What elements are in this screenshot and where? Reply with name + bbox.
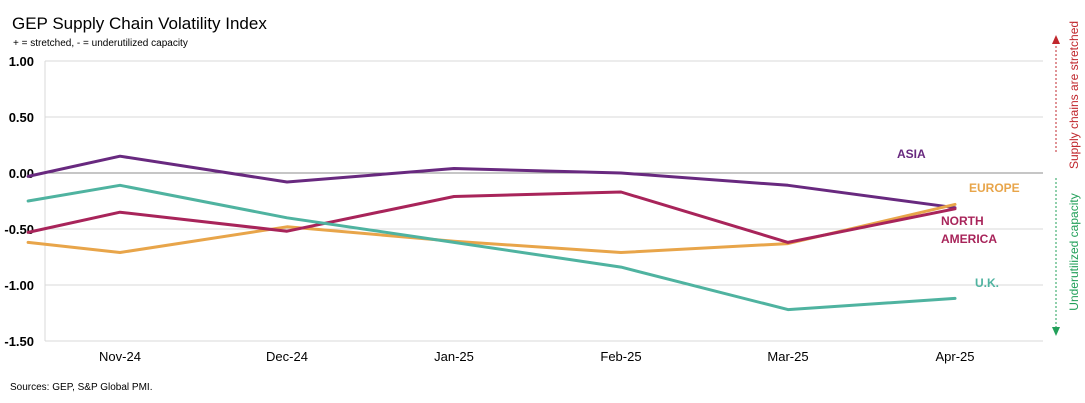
up-arrow-icon xyxy=(1052,35,1060,44)
x-tick-label: Dec-24 xyxy=(266,349,308,364)
down-arrow-icon xyxy=(1052,327,1060,336)
y-tick-label: -0.50 xyxy=(4,222,34,237)
series-label: EUROPE xyxy=(969,181,1020,195)
series-label: U.K. xyxy=(975,276,999,290)
source-note: Sources: GEP, S&P Global PMI. xyxy=(10,382,153,393)
x-tick-label: Apr-25 xyxy=(935,349,974,364)
series-line-north-america xyxy=(26,190,957,244)
x-axis-ticks: Nov-24 Dec-24 Jan-25 Feb-25 Mar-25 Apr-25 xyxy=(99,349,974,364)
series-line-asia xyxy=(26,154,957,210)
y-tick-label: -1.00 xyxy=(4,278,34,293)
chart-subtitle: + = stretched, - = underutilized capacit… xyxy=(13,38,188,49)
series-line-europe xyxy=(26,202,957,254)
series-label: ASIA xyxy=(897,147,926,161)
y-tick-label: 1.00 xyxy=(9,54,34,69)
x-tick-label: Nov-24 xyxy=(99,349,141,364)
series-label: NORTH xyxy=(941,214,984,228)
x-tick-label: Feb-25 xyxy=(600,349,641,364)
y-tick-label: 0.00 xyxy=(9,166,34,181)
stretched-label: Supply chains are stretched xyxy=(1067,21,1081,169)
x-tick-label: Mar-25 xyxy=(767,349,808,364)
x-tick-label: Jan-25 xyxy=(434,349,474,364)
series-layer xyxy=(26,154,957,312)
grid-layer xyxy=(44,60,1043,342)
chart-title: GEP Supply Chain Volatility Index xyxy=(12,14,267,33)
y-axis-ticks: 1.00 0.50 0.00 -0.50 -1.00 -1.50 xyxy=(4,54,34,349)
y-tick-label: -1.50 xyxy=(4,334,34,349)
side-annotations: Supply chains are stretched Underutilized… xyxy=(1052,21,1081,336)
underutilized-label: Underutilized capacity xyxy=(1067,193,1081,310)
series-labels: ASIA EUROPE NORTH AMERICA U.K. xyxy=(897,147,1020,290)
y-tick-label: 0.50 xyxy=(9,110,34,125)
series-label: AMERICA xyxy=(941,232,997,246)
series-line-u-k- xyxy=(26,183,957,312)
